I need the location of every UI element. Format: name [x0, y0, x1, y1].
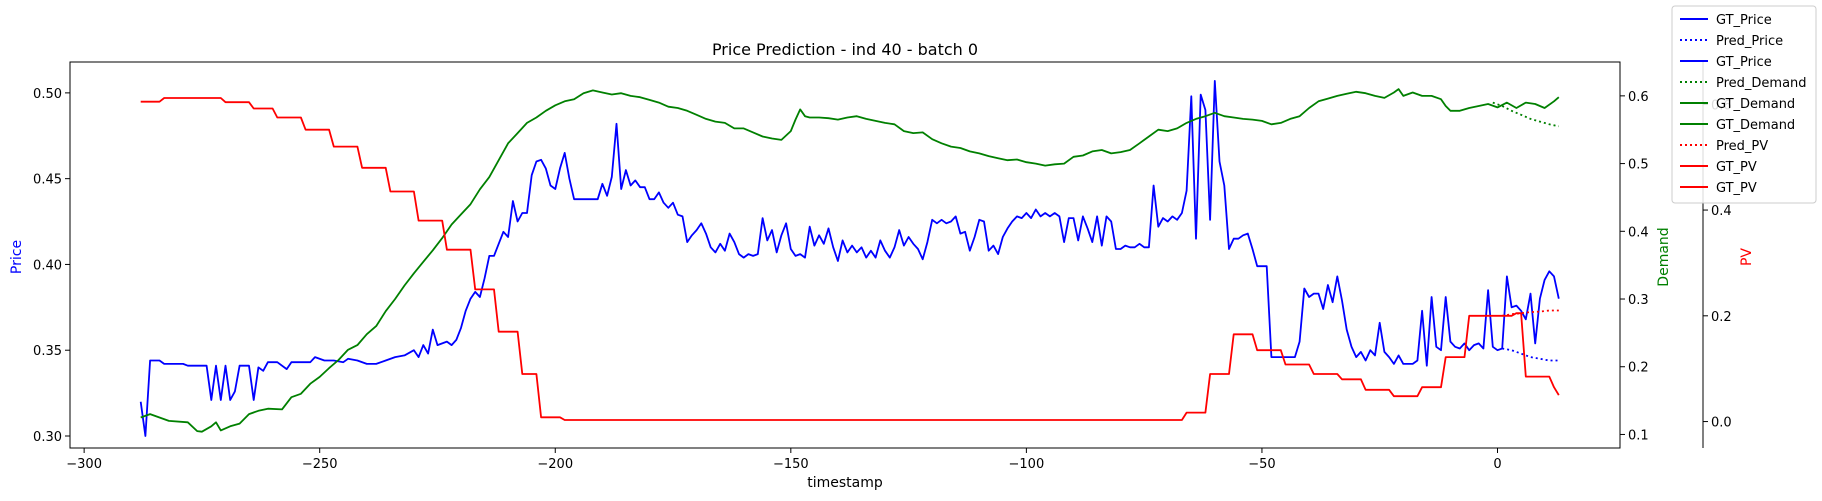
price-tick-label: 0.40 [33, 258, 62, 273]
x-tick-label: −300 [66, 457, 102, 472]
x-tick-label: −200 [537, 457, 573, 472]
plot-area [69, 61, 1621, 449]
legend-entry-label: Pred_PV [1716, 139, 1768, 154]
pv-axis-label: PV [1739, 248, 1755, 266]
legend-entry-label: GT_PV [1716, 181, 1757, 196]
demand-tick-label: 0.5 [1628, 158, 1649, 173]
pv-tick-label: 0.2 [1711, 310, 1732, 325]
price-axis: 0.30 0.35 0.40 0.45 0.50 [33, 87, 70, 445]
price-tick-label: 0.30 [33, 430, 62, 445]
x-tick-label: −250 [302, 457, 338, 472]
legend-box [1671, 5, 1817, 204]
demand-tick-label: 0.6 [1628, 90, 1649, 105]
legend-entry-label: GT_PV [1716, 160, 1757, 175]
legend-entry-label: GT_Price [1716, 13, 1772, 28]
price-axis-label: Price [9, 240, 25, 274]
demand-axis: 0.1 0.2 0.3 0.4 0.5 0.6 [1620, 90, 1649, 443]
series-line-gt-price [139, 80, 1560, 437]
pv-tick-label: 0.4 [1711, 204, 1732, 219]
demand-axis-label: Demand [1656, 227, 1672, 286]
legend-entry-label: GT_Demand [1716, 118, 1795, 133]
demand-tick-label: 0.2 [1628, 361, 1649, 376]
legend-entry-label: GT_Demand [1716, 97, 1795, 112]
price-tick-label: 0.35 [33, 344, 62, 359]
legend-entry-label: GT_Price [1716, 55, 1772, 70]
x-tick-label: −150 [773, 457, 809, 472]
price-tick-label: 0.45 [33, 173, 62, 188]
series-line-pred-price [1502, 347, 1559, 362]
legend-entry-label: Pred_Demand [1716, 76, 1807, 91]
x-tick-label: 0 [1493, 457, 1501, 472]
series-line-pred-demand [1492, 101, 1559, 128]
demand-tick-label: 0.4 [1628, 225, 1649, 240]
pv-tick-label: 0.0 [1711, 416, 1732, 431]
series-line-gt-demand [140, 88, 1560, 433]
x-axis: −300 −250 −200 −150 −100 −50 0 [66, 448, 1502, 472]
price-tick-label: 0.50 [33, 87, 62, 102]
legend: GT_Price Pred_Price GT_Price Pred_Demand GT_… [1671, 5, 1817, 204]
x-tick-label: −50 [1248, 457, 1275, 472]
plot-frame [69, 61, 1621, 449]
demand-tick-label: 0.3 [1628, 293, 1649, 308]
x-tick-label: −100 [1009, 457, 1045, 472]
chart-title: Price Prediction - ind 40 - batch 0 [712, 40, 978, 59]
series-line-gt-pv [140, 97, 1560, 421]
x-axis-label: timestamp [807, 475, 883, 491]
demand-tick-label: 0.1 [1628, 428, 1649, 443]
legend-entry-label: Pred_Price [1716, 34, 1783, 49]
